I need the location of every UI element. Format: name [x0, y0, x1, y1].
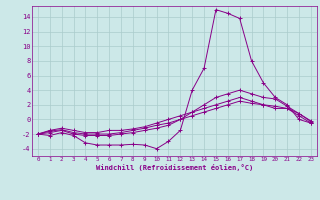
X-axis label: Windchill (Refroidissement éolien,°C): Windchill (Refroidissement éolien,°C)	[96, 164, 253, 171]
